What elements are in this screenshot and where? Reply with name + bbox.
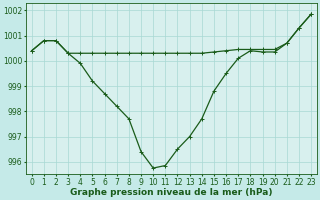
X-axis label: Graphe pression niveau de la mer (hPa): Graphe pression niveau de la mer (hPa) [70, 188, 273, 197]
